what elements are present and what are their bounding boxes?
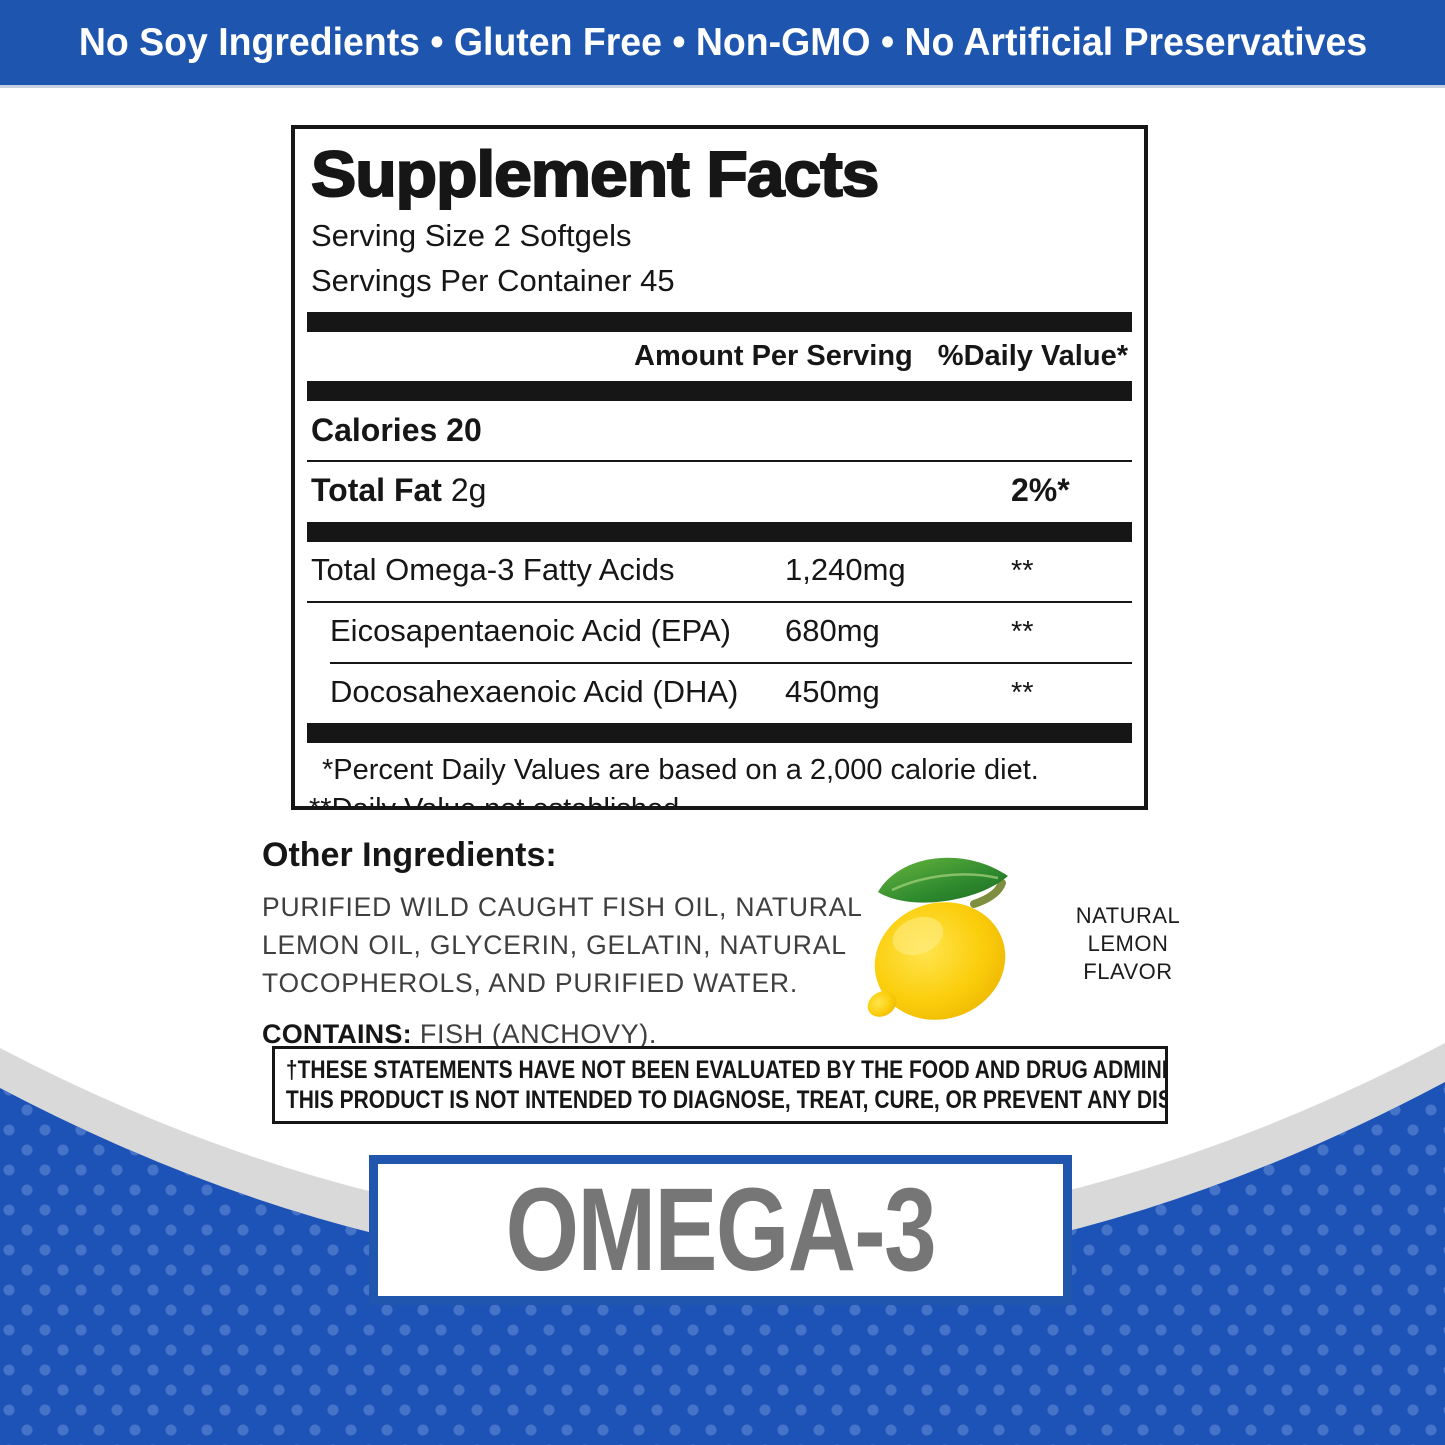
divider-bar-thick (307, 312, 1132, 332)
nutrient-row-omega3: Total Omega-3 Fatty Acids 1,240mg ** (311, 542, 1128, 601)
nutrient-daily-value: ** (1011, 616, 1034, 648)
footnote-not-established: **Daily Value not established. (309, 793, 688, 810)
lemon-leaf (878, 857, 1008, 903)
supplement-facts-panel: Supplement Facts Serving Size 2 Softgels… (291, 125, 1148, 810)
fda-disclaimer-text: †THESE STATEMENTS HAVE NOT BEEN EVALUATE… (275, 1055, 1168, 1115)
ingredients-line: PURIFIED WILD CAUGHT FISH OIL, NATURAL (262, 892, 863, 922)
other-ingredients-text: PURIFIED WILD CAUGHT FISH OIL, NATURAL L… (262, 888, 872, 1002)
divider-bar-thick (307, 723, 1132, 743)
lemon-highlight (892, 916, 944, 956)
nutrient-amount: 450mg (785, 674, 880, 709)
lemon-tip (867, 991, 897, 1017)
lemon-caption-line: NATURAL (1075, 903, 1181, 928)
nutrient-daily-value: ** (1011, 677, 1034, 709)
daily-value-header: %Daily Value* (937, 340, 1128, 372)
nutrient-name: Docosahexaenoic Acid (DHA) (330, 674, 739, 709)
divider-rule (307, 460, 1132, 462)
disclaimer-line: THIS PRODUCT IS NOT INTENDED TO DIAGNOSE… (285, 1086, 1168, 1114)
lemon-caption: NATURAL LEMON FLAVOR (1044, 902, 1212, 986)
nutrient-amount: 1,240mg (785, 552, 906, 587)
serving-size: Serving Size 2 Softgels (311, 218, 632, 253)
total-fat-label-bold: Total Fat (311, 472, 442, 508)
nutrient-row-dha: Docosahexaenoic Acid (DHA) 450mg ** (311, 664, 1128, 723)
divider-bar-thick (307, 522, 1132, 542)
nutrient-daily-value: ** (1011, 555, 1034, 587)
total-fat-label: Total Fat 2g (311, 472, 785, 509)
lemon-caption-line: LEMON FLAVOR (1083, 931, 1173, 984)
disclaimer-line: †THESE STATEMENTS HAVE NOT BEEN EVALUATE… (285, 1056, 1168, 1084)
nutrient-amount: 680mg (785, 613, 880, 648)
fda-disclaimer-box: †THESE STATEMENTS HAVE NOT BEEN EVALUATE… (272, 1046, 1168, 1124)
nutrient-name: Eicosapentaenoic Acid (EPA) (330, 613, 731, 648)
claims-banner: No Soy Ingredients • Gluten Free • Non-G… (0, 0, 1445, 88)
contains-label: CONTAINS: (262, 1019, 412, 1049)
other-ingredients-section: Other Ingredients: PURIFIED WILD CAUGHT … (262, 836, 872, 1050)
lemon-image (867, 857, 1008, 1020)
column-header-row: Amount Per Serving %Daily Value* (311, 332, 1128, 381)
contains-statement: CONTAINS: FISH (ANCHOVY). (262, 1019, 872, 1050)
total-fat-row: Total Fat 2g 2%* (311, 462, 1128, 522)
nutrient-row-epa: Eicosapentaenoic Acid (EPA) 680mg ** (311, 603, 1128, 662)
divider-rule (307, 601, 1132, 603)
other-ingredients-heading: Other Ingredients: (262, 836, 557, 874)
claims-banner-text: No Soy Ingredients • Gluten Free • Non-G… (78, 20, 1367, 64)
product-name-box: OMEGA-3 (369, 1155, 1072, 1305)
nutrient-name: Total Omega-3 Fatty Acids (311, 552, 675, 587)
ingredients-line: LEMON OIL, GLYCERIN, GELATIN, NATURAL (262, 930, 847, 960)
dot-pattern-overlay (0, 1082, 1445, 1445)
divider-rule (330, 662, 1132, 664)
panel-title: Supplement Facts (310, 138, 881, 210)
lemon-flavor-area: NATURAL LEMON FLAVOR (852, 836, 1212, 1041)
footnote-daily-values: *Percent Daily Values are based on a 2,0… (322, 754, 1039, 786)
total-fat-amount: 2g (450, 472, 487, 508)
total-fat-daily-value: 2%* (1011, 472, 1070, 508)
servings-per-container: Servings Per Container 45 (311, 263, 675, 298)
ingredients-line: TOCOPHEROLS, AND PURIFIED WATER. (262, 968, 799, 998)
lemon-stem (970, 879, 1006, 908)
leaf-vein (891, 873, 999, 892)
contains-value: FISH (ANCHOVY). (419, 1019, 657, 1049)
product-name: OMEGA-3 (505, 1164, 937, 1296)
calories-row: Calories 20 (311, 412, 482, 448)
divider-bar-thick (307, 381, 1132, 401)
amount-per-serving-header: Amount Per Serving (634, 340, 913, 372)
